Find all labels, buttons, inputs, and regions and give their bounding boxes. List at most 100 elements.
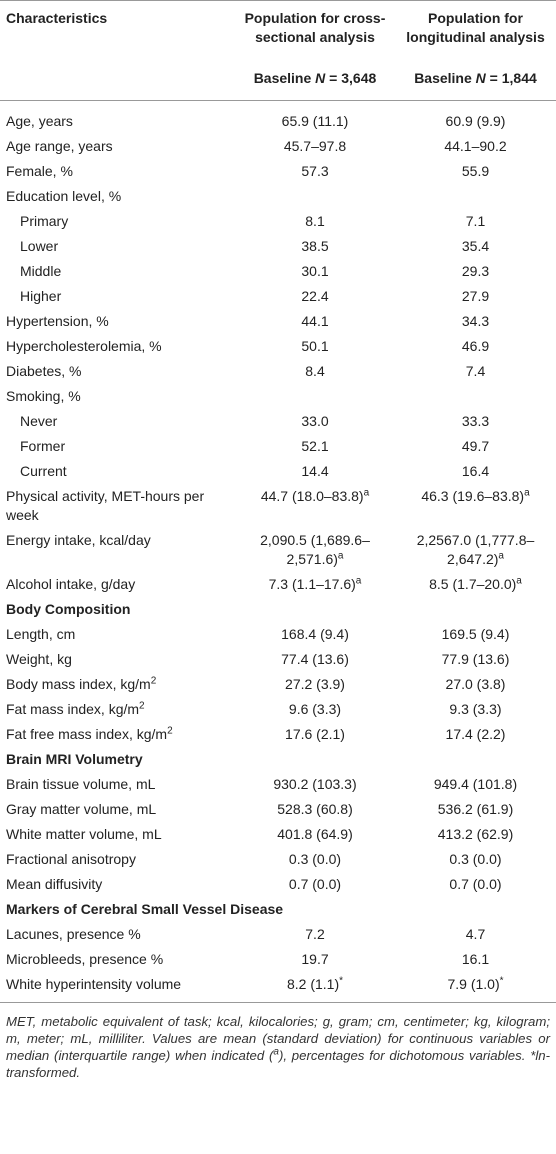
value-cell: 7.4 (395, 359, 556, 384)
table-row: Education level, % (0, 184, 556, 209)
cell-text: 7.9 (1.0) (447, 976, 500, 992)
cell-text: 413.2 (62.9) (437, 826, 514, 842)
value-cell: 77.9 (13.6) (395, 647, 556, 672)
value-cell: 169.5 (9.4) (395, 622, 556, 647)
table-row: Brain tissue volume, mL 930.2 (103.3) 949.… (0, 772, 556, 797)
table-row: Physical activity, MET-hours per week 44.… (0, 484, 556, 528)
superscript: 2 (139, 700, 145, 712)
footnote-text: ), percentages for dichotomous variables… (6, 1048, 550, 1080)
row-label: Lacunes, presence % (0, 922, 235, 947)
value-cell: 9.3 (3.3) (395, 697, 556, 722)
cell-text: 528.3 (60.8) (277, 801, 353, 817)
cell-text: 27.2 (3.9) (285, 676, 345, 692)
value-cell: 536.2 (61.9) (395, 797, 556, 822)
cell-text: Markers of Cerebral Small Vessel Disease (6, 901, 284, 917)
cell-text: Body Composition (6, 601, 131, 617)
cell-text: 17.6 (2.1) (285, 726, 345, 742)
row-label: Middle (0, 259, 235, 284)
cell-text: 49.7 (461, 438, 490, 454)
row-label: Current (0, 459, 235, 484)
cell-text: 9.6 (3.3) (288, 701, 342, 717)
cell-text: Age range, years (6, 138, 113, 154)
cell-text: Alcohol intake, g/day (6, 576, 136, 592)
value-cell: 7.9 (1.0)* (395, 972, 556, 1003)
data-table: Characteristics Population for cross-sec… (0, 0, 556, 1003)
superscript: * (339, 975, 344, 987)
cell-text: Mean diffusivity (6, 876, 103, 892)
table-row: White hyperintensity volume 8.2 (1.1)* 7.9… (0, 972, 556, 1003)
cell-text: 536.2 (61.9) (437, 801, 514, 817)
cell-text: 55.9 (461, 163, 490, 179)
cell-text: Former (20, 438, 66, 454)
value-cell (395, 384, 556, 409)
superscript: 2 (167, 725, 173, 737)
cell-text: 46.3 (19.6–83.8) (421, 488, 525, 504)
value-cell: 45.7–97.8 (235, 134, 395, 159)
value-cell: 77.4 (13.6) (235, 647, 395, 672)
cell-text: Brain tissue volume, mL (6, 776, 156, 792)
cell-text: Higher (20, 288, 62, 304)
cell-text: 33.3 (461, 413, 490, 429)
cell-text: 44.1–90.2 (444, 138, 507, 154)
cell-text: 2,2567.0 (1,777.8–2,647.2) (416, 532, 535, 567)
cell-text: Energy intake, kcal/day (6, 532, 151, 548)
value-cell: 0.3 (0.0) (235, 847, 395, 872)
cell-text: 9.3 (3.3) (449, 701, 502, 717)
row-label: Hypertension, % (0, 309, 235, 334)
table-row: Lacunes, presence % 7.2 4.7 (0, 922, 556, 947)
row-label: Age, years (0, 101, 235, 135)
row-label: Length, cm (0, 622, 235, 647)
value-cell: 44.1 (235, 309, 395, 334)
superscript: a (498, 550, 504, 562)
row-label: Lower (0, 234, 235, 259)
cell-text: 8.2 (1.1) (286, 976, 340, 992)
row-label: Mean diffusivity (0, 872, 235, 897)
cell-text: Weight, kg (6, 651, 72, 667)
cell-text: 19.7 (301, 951, 329, 967)
value-cell: 17.4 (2.2) (395, 722, 556, 747)
value-cell: 22.4 (235, 284, 395, 309)
table-row: Body mass index, kg/m2 27.2 (3.9) 27.0 (3.… (0, 672, 556, 697)
value-cell: 8.5 (1.7–20.0)a (395, 572, 556, 597)
cell-text: 8.1 (305, 213, 325, 229)
row-label: Female, % (0, 159, 235, 184)
cell-text: White matter volume, mL (6, 826, 162, 842)
cell-text: Age, years (6, 113, 73, 129)
cell-text: 7.2 (305, 926, 325, 942)
subheader-text: Baseline (253, 70, 316, 86)
cell-text: 930.2 (103.3) (273, 776, 357, 792)
value-cell: 2,090.5 (1,689.6–2,571.6)a (235, 528, 395, 572)
value-cell: 2,2567.0 (1,777.8–2,647.2)a (395, 528, 556, 572)
subheader-n: N (475, 70, 486, 86)
value-cell: 27.2 (3.9) (235, 672, 395, 697)
cell-text: 16.1 (461, 951, 490, 967)
cell-text: 44.1 (301, 313, 329, 329)
table-row: Fat mass index, kg/m2 9.6 (3.3) 9.3 (3.3) (0, 697, 556, 722)
table-row: Lower 38.5 35.4 (0, 234, 556, 259)
cell-text: 169.5 (9.4) (441, 626, 510, 642)
cell-text: Fat mass index, kg/m (6, 701, 140, 717)
column-header: Characteristics (0, 0, 235, 57)
cell-text: 0.7 (0.0) (449, 876, 502, 892)
subheader-cell: Baseline N = 3,648 (235, 57, 395, 101)
row-label: Education level, % (0, 184, 235, 209)
cell-text: 29.3 (461, 263, 490, 279)
cell-text: 14.4 (301, 463, 329, 479)
superscript: a (355, 575, 362, 587)
value-cell: 30.1 (235, 259, 395, 284)
cell-text: Lacunes, presence % (6, 926, 141, 942)
superscript: a (524, 487, 530, 499)
cell-text: 50.1 (301, 338, 329, 354)
header-row: Characteristics Population for cross-sec… (0, 0, 556, 57)
cell-text: Physical activity, MET-hours per week (6, 488, 205, 523)
cell-text: 77.9 (13.6) (441, 651, 510, 667)
row-label: Body Composition (0, 597, 556, 622)
value-cell: 38.5 (235, 234, 395, 259)
table-row: Primary 8.1 7.1 (0, 209, 556, 234)
value-cell (235, 384, 395, 409)
cell-text: Hypertension, % (6, 313, 109, 329)
cell-text: Middle (20, 263, 62, 279)
value-cell: 46.9 (395, 334, 556, 359)
cell-text: 949.4 (101.8) (433, 776, 518, 792)
